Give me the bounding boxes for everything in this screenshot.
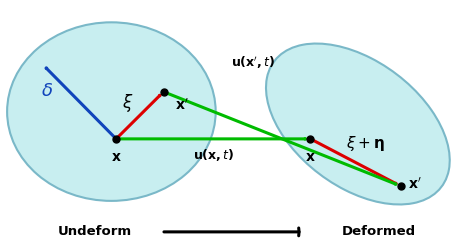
Text: $\mathbf{u(x',}t\mathbf{)}$: $\mathbf{u(x',}t\mathbf{)}$: [231, 55, 276, 71]
Text: $\delta$: $\delta$: [41, 82, 54, 99]
Ellipse shape: [7, 22, 216, 201]
Text: Undeform: Undeform: [58, 225, 132, 238]
Text: $\mathbf{x'}$: $\mathbf{x'}$: [175, 98, 189, 113]
Text: $\xi + \mathbf{\eta}$: $\xi + \mathbf{\eta}$: [346, 134, 384, 153]
Text: $\mathbf{x}$: $\mathbf{x}$: [111, 151, 121, 164]
Text: $\mathbf{x'}$: $\mathbf{x'}$: [408, 177, 421, 192]
Ellipse shape: [266, 44, 450, 204]
Text: $\xi$: $\xi$: [122, 92, 134, 114]
Text: Deformed: Deformed: [342, 225, 416, 238]
Text: $\mathbf{x}$: $\mathbf{x}$: [305, 151, 316, 164]
Text: $\mathbf{u(x,}t\mathbf{)}$: $\mathbf{u(x,}t\mathbf{)}$: [192, 147, 234, 163]
